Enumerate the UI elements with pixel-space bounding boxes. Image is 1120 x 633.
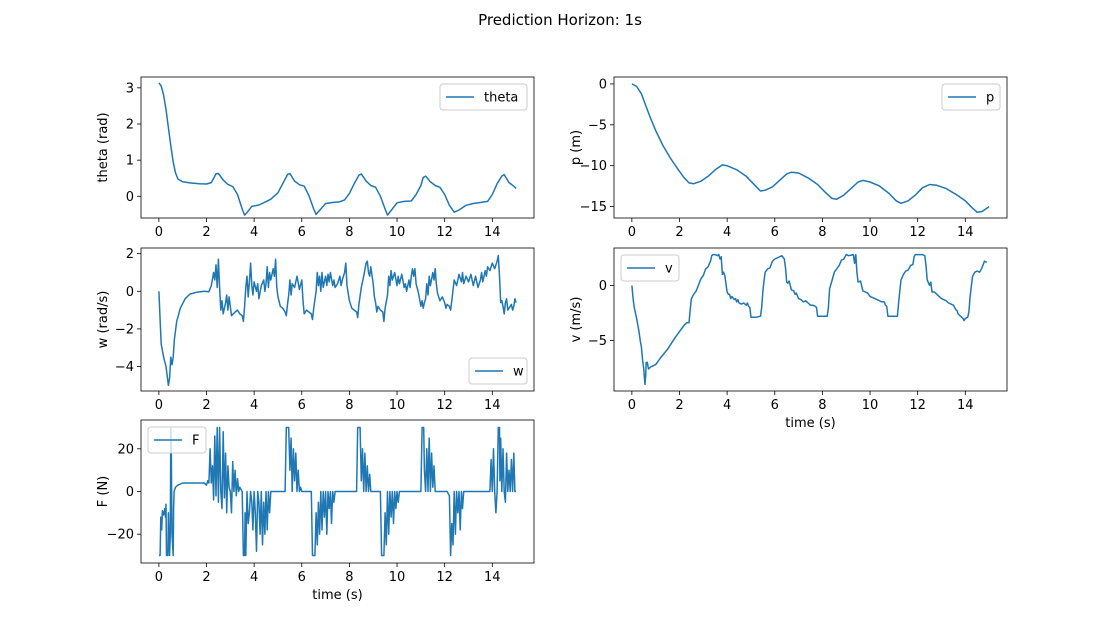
y-tick-label: 1 [126, 154, 134, 169]
x-tick-label: 0 [155, 398, 163, 413]
x-tick-label: 4 [250, 225, 258, 240]
x-tick-label: 2 [202, 570, 210, 585]
x-tick-label: 10 [389, 398, 406, 413]
axes-frame [613, 76, 1008, 219]
x-tick-label: 8 [818, 225, 826, 240]
x-tick-label: 10 [862, 225, 879, 240]
x-tick-label: 0 [628, 398, 636, 413]
y-tick-label: 20 [117, 442, 134, 457]
x-tick-label: 12 [436, 225, 453, 240]
x-tick-label: 6 [298, 570, 306, 585]
series-line-v [631, 253, 988, 386]
figure-title: Prediction Horizon: 1s [478, 11, 642, 29]
series-line-theta [158, 82, 517, 216]
x-tick-label: 12 [909, 398, 926, 413]
subplot-p: 0 2 4 6 8 10 12 14 0 −5 −10 −15 p (m) p [569, 76, 1008, 240]
x-tick-label: 12 [436, 398, 453, 413]
y-tick-label: −4 [115, 360, 134, 375]
y-axis-label: p (m) [569, 130, 584, 165]
legend: w [468, 357, 528, 385]
legend-label: w [513, 365, 524, 380]
axes-frame [140, 76, 535, 219]
y-tick-label: −20 [107, 528, 134, 543]
y-axis-label: w (rad/s) [96, 291, 111, 349]
x-tick-label: 6 [771, 225, 779, 240]
series-line-p [631, 83, 990, 214]
x-tick-label: 10 [389, 570, 406, 585]
legend-label: p [986, 91, 994, 106]
legend-label: F [192, 434, 199, 449]
y-tick-label: 0 [599, 279, 607, 294]
subplot-v: 0 2 4 6 8 10 12 14 0 −5 v (m/s) time (s) v [569, 247, 1008, 431]
x-tick-label: 12 [909, 225, 926, 240]
legend-label: theta [484, 91, 518, 106]
x-tick-label: 8 [345, 398, 353, 413]
subplot-F: 0 2 4 6 8 10 12 14 20 0 −20 F (N) time (s) F [96, 419, 535, 603]
x-tick-label: 14 [484, 225, 501, 240]
x-tick-label: 0 [155, 570, 163, 585]
legend-box [439, 83, 528, 111]
x-tick-label: 0 [628, 225, 636, 240]
x-tick-label: 14 [484, 570, 501, 585]
x-tick-label: 4 [723, 398, 731, 413]
x-tick-label: 6 [298, 398, 306, 413]
y-tick-label: −5 [588, 334, 607, 349]
y-tick-label: 2 [126, 118, 134, 133]
y-tick-label: −10 [580, 159, 607, 174]
x-tick-label: 0 [155, 225, 163, 240]
y-tick-label: 0 [126, 285, 134, 300]
x-axis-label: time (s) [312, 588, 362, 603]
y-tick-label: 0 [599, 77, 607, 92]
axes-frame [140, 247, 535, 392]
x-tick-label: 14 [957, 398, 974, 413]
x-tick-label: 2 [202, 398, 210, 413]
x-tick-label: 2 [675, 225, 683, 240]
legend: F [147, 426, 207, 454]
x-tick-label: 14 [484, 398, 501, 413]
x-tick-label: 4 [250, 398, 258, 413]
axes-frame [613, 247, 1008, 392]
x-tick-label: 12 [436, 570, 453, 585]
x-tick-label: 6 [298, 225, 306, 240]
x-tick-label: 8 [345, 225, 353, 240]
x-tick-label: 10 [389, 225, 406, 240]
x-tick-label: 2 [202, 225, 210, 240]
y-tick-label: 0 [126, 190, 134, 205]
x-tick-label: 8 [345, 570, 353, 585]
x-axis-label: time (s) [785, 416, 835, 431]
x-tick-label: 2 [675, 398, 683, 413]
legend-label: v [665, 262, 673, 277]
y-tick-label: −5 [588, 118, 607, 133]
y-tick-label: −15 [580, 200, 607, 215]
y-axis-label: theta (rad) [96, 112, 111, 182]
y-tick-label: 0 [126, 485, 134, 500]
x-tick-label: 4 [250, 570, 258, 585]
x-tick-label: 4 [723, 225, 731, 240]
x-tick-label: 10 [862, 398, 879, 413]
legend: p [941, 83, 1001, 111]
y-axis-label: v (m/s) [569, 297, 584, 343]
legend: theta [439, 83, 528, 111]
x-tick-label: 8 [818, 398, 826, 413]
series-line-F [158, 426, 517, 557]
y-axis-label: F (N) [96, 476, 111, 507]
y-tick-label: 3 [126, 81, 134, 96]
y-tick-label: 2 [126, 247, 134, 262]
series-line-w [158, 254, 517, 387]
legend: v [620, 254, 680, 282]
x-tick-label: 14 [957, 225, 974, 240]
y-tick-label: −2 [115, 322, 134, 337]
subplot-w: 0 2 4 6 8 10 12 14 2 0 −2 −4 w (rad/s) w [96, 247, 535, 413]
x-tick-label: 6 [771, 398, 779, 413]
